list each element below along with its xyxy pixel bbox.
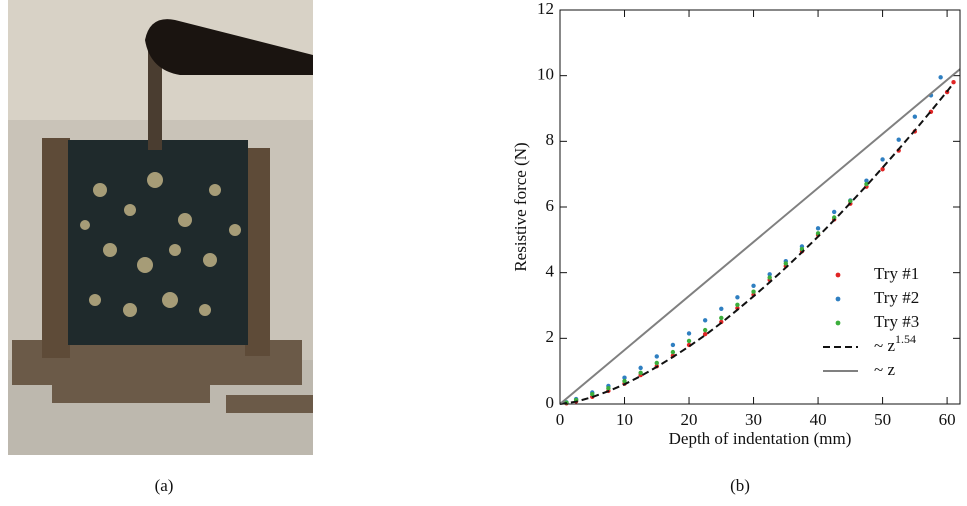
data-point bbox=[686, 338, 692, 344]
data-point bbox=[864, 181, 869, 187]
y-tick-label: 10 bbox=[537, 65, 554, 84]
y-tick-label: 8 bbox=[546, 130, 555, 149]
data-point bbox=[912, 114, 918, 119]
y-tick-label: 6 bbox=[546, 196, 555, 215]
legend-label-superscript: 1.54 bbox=[895, 332, 916, 346]
data-point bbox=[670, 349, 676, 355]
panel-label: (a) bbox=[155, 476, 174, 495]
data-point bbox=[719, 315, 724, 321]
legend-label-text: Try #2 bbox=[874, 288, 919, 307]
data-point bbox=[622, 375, 627, 380]
fit-line bbox=[559, 68, 961, 405]
chart: 0 10 20 30 40 50 60 0 2 4 6 8 10 12 Depth of indentati… bbox=[511, 0, 961, 448]
x-tick-label: 10 bbox=[616, 410, 633, 429]
data-point bbox=[880, 167, 885, 172]
x-tick-label: 30 bbox=[745, 410, 762, 429]
legend-marker bbox=[835, 296, 841, 302]
data-point bbox=[638, 365, 643, 371]
photo bbox=[8, 0, 313, 455]
data-point bbox=[735, 302, 740, 308]
legend-label: Try #1 bbox=[874, 264, 919, 283]
data-point bbox=[702, 318, 708, 323]
data-point bbox=[815, 226, 821, 231]
legend-label-text: ~ z bbox=[874, 360, 895, 379]
legend-label: Try #2 bbox=[874, 288, 919, 307]
data-point bbox=[864, 178, 869, 183]
x-tick-label: 50 bbox=[874, 410, 891, 429]
data-point bbox=[767, 275, 772, 280]
data-point bbox=[735, 295, 740, 300]
data-point bbox=[831, 209, 837, 215]
data-point bbox=[670, 342, 676, 348]
legend-label: Try #3 bbox=[874, 312, 919, 331]
legend-label-text: Try #1 bbox=[874, 264, 919, 283]
y-tick-label: 4 bbox=[546, 262, 555, 281]
panel-label: (b) bbox=[730, 476, 750, 495]
data-point bbox=[951, 80, 956, 85]
x-tick-label: 0 bbox=[556, 410, 565, 429]
data-point bbox=[938, 75, 943, 80]
x-tick-label: 40 bbox=[810, 410, 827, 429]
x-tick-label: 60 bbox=[939, 410, 956, 429]
x-tick-label: 20 bbox=[681, 410, 698, 429]
data-point bbox=[719, 306, 724, 311]
fit-line bbox=[559, 82, 955, 405]
data-point bbox=[880, 157, 885, 162]
x-axis-label: Depth of indentation (mm) bbox=[669, 429, 852, 448]
y-tick-label: 12 bbox=[537, 0, 554, 18]
data-point bbox=[751, 289, 756, 294]
legend-label: ~ z bbox=[874, 360, 895, 379]
legend-label-text: Try #3 bbox=[874, 312, 919, 331]
data-point bbox=[686, 331, 692, 336]
plot-frame bbox=[559, 9, 961, 405]
data-point bbox=[702, 327, 708, 333]
data-point bbox=[654, 354, 659, 359]
y-axis-label: Resistive force (N) bbox=[511, 142, 530, 271]
data-point bbox=[751, 283, 756, 288]
legend-marker bbox=[835, 320, 841, 326]
y-tick-label: 2 bbox=[546, 327, 555, 346]
legend-label: ~ z1.54 bbox=[874, 332, 916, 355]
data-point bbox=[848, 198, 853, 204]
y-tick-label: 0 bbox=[546, 393, 555, 412]
data-point bbox=[622, 378, 627, 384]
legend-marker bbox=[835, 272, 841, 278]
data-point bbox=[590, 391, 595, 397]
data-point bbox=[831, 215, 837, 220]
data-point bbox=[767, 272, 772, 277]
data-point bbox=[654, 360, 659, 366]
legend-label-text: ~ z bbox=[874, 336, 895, 355]
data-point bbox=[702, 331, 708, 337]
data-point bbox=[896, 137, 901, 142]
data-point bbox=[783, 261, 789, 266]
data-point bbox=[606, 386, 611, 391]
data-point bbox=[638, 370, 643, 376]
